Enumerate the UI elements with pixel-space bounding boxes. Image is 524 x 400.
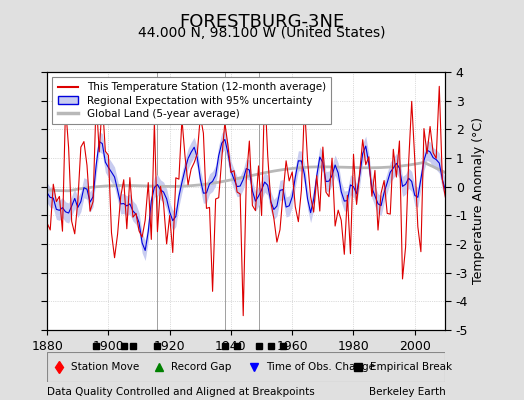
Text: Empirical Break: Empirical Break (370, 362, 452, 372)
Text: 44.000 N, 98.100 W (United States): 44.000 N, 98.100 W (United States) (138, 26, 386, 40)
Legend: This Temperature Station (12-month average), Regional Expectation with 95% uncer: This Temperature Station (12-month avera… (52, 77, 331, 124)
Text: Record Gap: Record Gap (171, 362, 231, 372)
Text: Time of Obs. Change: Time of Obs. Change (266, 362, 375, 372)
Text: Berkeley Earth: Berkeley Earth (369, 387, 445, 397)
Text: FORESTBURG-3NE: FORESTBURG-3NE (179, 13, 345, 31)
Y-axis label: Temperature Anomaly (°C): Temperature Anomaly (°C) (473, 118, 485, 284)
Text: Station Move: Station Move (71, 362, 139, 372)
Text: Data Quality Controlled and Aligned at Breakpoints: Data Quality Controlled and Aligned at B… (47, 387, 315, 397)
